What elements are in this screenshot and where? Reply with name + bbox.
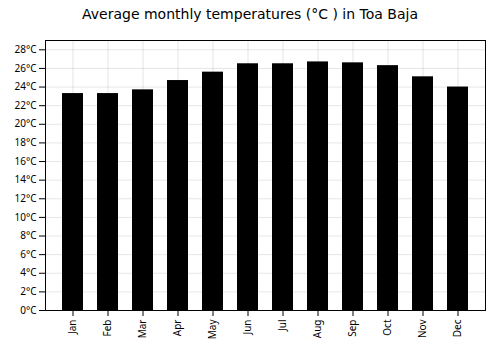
svg-text:16°C: 16°C xyxy=(14,154,37,168)
svg-text:Jan: Jan xyxy=(65,320,79,336)
svg-text:Aug: Aug xyxy=(310,320,324,339)
svg-text:Jul: Jul xyxy=(275,320,289,333)
svg-text:22°C: 22°C xyxy=(14,98,37,112)
svg-text:Mar: Mar xyxy=(135,320,149,339)
svg-text:12°C: 12°C xyxy=(14,191,37,205)
svg-text:26°C: 26°C xyxy=(14,61,37,75)
svg-text:Jun: Jun xyxy=(240,320,254,336)
svg-text:2°C: 2°C xyxy=(20,284,37,298)
svg-text:28°C: 28°C xyxy=(14,42,37,56)
svg-text:4°C: 4°C xyxy=(20,265,37,279)
svg-text:14°C: 14°C xyxy=(14,172,37,186)
html-text:Average monthly temperatures (: Average monthly temperatures (°C ) in To… xyxy=(82,6,418,22)
svg-text:Oct: Oct xyxy=(380,319,394,336)
svg-text:May: May xyxy=(205,319,219,340)
svg-text:18°C: 18°C xyxy=(14,135,37,149)
svg-text:20°C: 20°C xyxy=(14,116,37,130)
svg-text:Sep: Sep xyxy=(345,320,359,337)
svg-text:0°C: 0°C xyxy=(20,303,37,317)
svg-text:Apr: Apr xyxy=(170,320,184,337)
svg-text:10°C: 10°C xyxy=(14,210,37,224)
svg-text:Nov: Nov xyxy=(415,319,429,338)
svg-text:8°C: 8°C xyxy=(20,228,37,242)
svg-text:24°C: 24°C xyxy=(14,79,37,93)
svg-text:6°C: 6°C xyxy=(20,247,37,261)
svg-text:Dec: Dec xyxy=(450,319,464,337)
svg-text:Feb: Feb xyxy=(100,320,114,337)
